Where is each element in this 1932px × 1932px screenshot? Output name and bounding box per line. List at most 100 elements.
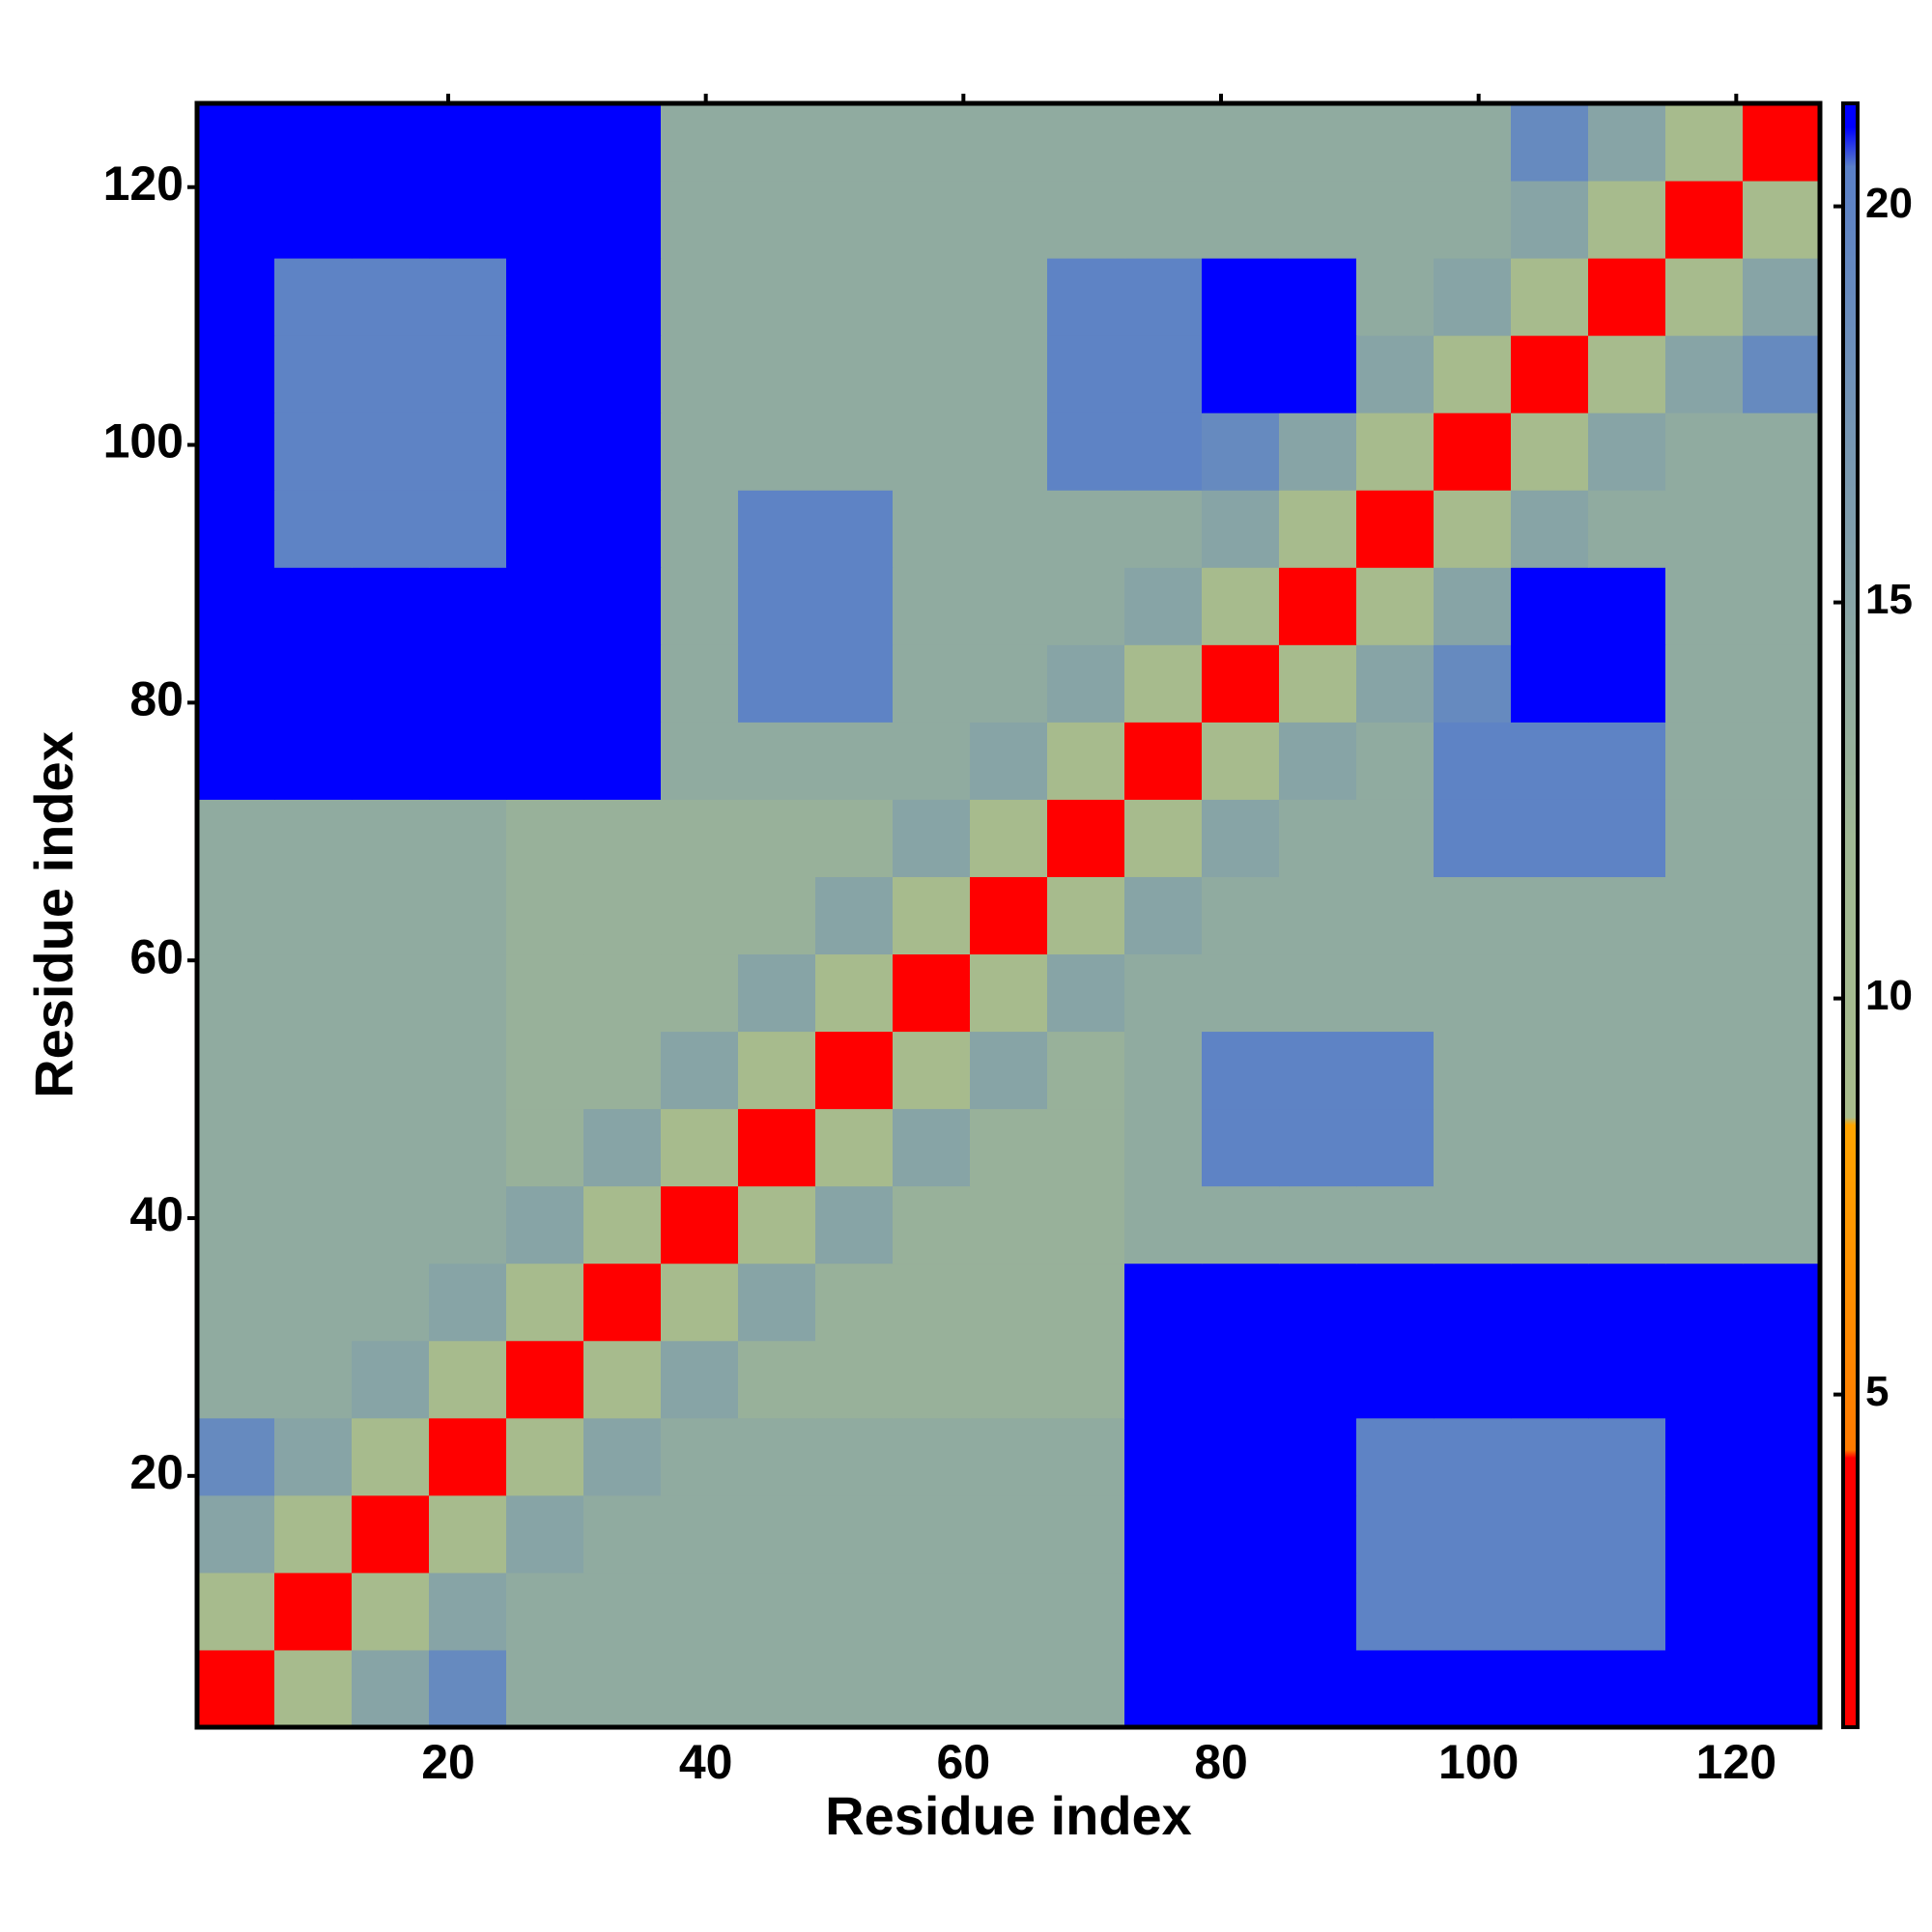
heatmap-cell (893, 1572, 971, 1651)
heatmap-cell (1124, 1649, 1203, 1728)
heatmap-cell (1279, 644, 1357, 723)
heatmap-cell (429, 1108, 507, 1187)
heatmap-cell (429, 953, 507, 1033)
heatmap-cell (352, 258, 430, 336)
heatmap-cell (1511, 181, 1589, 259)
heatmap-cell (197, 1649, 275, 1728)
x-tick-label: 40 (679, 1735, 733, 1789)
heatmap-cell (506, 1185, 584, 1264)
heatmap-cell (661, 258, 739, 336)
heatmap-cell (815, 1340, 894, 1419)
heatmap-cell (970, 799, 1048, 877)
heatmap-cell (893, 1185, 971, 1264)
heatmap-cell (738, 181, 816, 259)
heatmap-cell (506, 103, 584, 182)
heatmap-cell (1202, 1494, 1280, 1574)
heatmap-cell (893, 876, 971, 955)
heatmap-cell (661, 335, 739, 413)
heatmap-cell (1511, 1031, 1589, 1110)
heatmap-cell (583, 722, 662, 800)
heatmap-cell (893, 1649, 971, 1728)
heatmap-cell (274, 1572, 353, 1651)
heatmap-cell (197, 799, 275, 877)
heatmap-cell (1743, 722, 1821, 800)
heatmap-cell (1047, 876, 1125, 955)
heatmap-cell (583, 1649, 662, 1728)
heatmap-cell (1665, 335, 1744, 413)
heatmap-cell (1434, 567, 1512, 645)
heatmap-cell (738, 1108, 816, 1187)
heatmap-cell (506, 1649, 584, 1728)
heatmap-cell (970, 258, 1048, 336)
heatmap-cell (1511, 258, 1589, 336)
heatmap-cell (970, 181, 1048, 259)
heatmap-cell (970, 1108, 1048, 1187)
heatmap-cell (1588, 103, 1666, 182)
heatmap-cell (506, 644, 584, 723)
heatmap-cell (1743, 567, 1821, 645)
heatmap-cell (1124, 1494, 1203, 1574)
heatmap-cell (1202, 1185, 1280, 1264)
heatmap-cell (1202, 181, 1280, 259)
heatmap-cell (197, 1108, 275, 1187)
heatmap-cell (970, 722, 1048, 800)
heatmap-cell (1124, 644, 1203, 723)
heatmap-cell (738, 799, 816, 877)
heatmap-cell (815, 412, 894, 491)
heatmap-cell (583, 103, 662, 182)
heatmap-cell (738, 876, 816, 955)
heatmap-cell (815, 1417, 894, 1496)
heatmap-cell (1279, 1649, 1357, 1728)
heatmap-cell (1511, 1185, 1589, 1264)
heatmap-cell (1743, 644, 1821, 723)
heatmap-cell (815, 1108, 894, 1187)
heatmap-cell (1202, 258, 1280, 336)
heatmap-cell (1356, 1649, 1435, 1728)
heatmap-cell (1665, 799, 1744, 877)
heatmap-cell (1588, 1340, 1666, 1419)
heatmap-cell (1202, 567, 1280, 645)
heatmap-cell (1743, 1108, 1821, 1187)
heatmap-cell (1202, 722, 1280, 800)
heatmap-cell (1434, 1572, 1512, 1651)
heatmap-cell (197, 722, 275, 800)
heatmap-cell (1279, 1494, 1357, 1574)
heatmap-cell (1511, 567, 1589, 645)
heatmap-cell (197, 567, 275, 645)
y-tick-label: 80 (129, 672, 184, 726)
heatmap-cell (1434, 953, 1512, 1033)
heatmap-cell (970, 1649, 1048, 1728)
heatmap-cell (815, 799, 894, 877)
heatmap-cell (1434, 412, 1512, 491)
heatmap-cell (738, 644, 816, 723)
heatmap-cell (583, 412, 662, 491)
heatmap-cell (429, 567, 507, 645)
heatmap-cell (1434, 490, 1512, 568)
heatmap-cell (429, 103, 507, 182)
heatmap-cell (970, 876, 1048, 955)
heatmap-cell (1588, 644, 1666, 723)
heatmap-cell (1047, 412, 1125, 491)
x-tick-label: 120 (1696, 1735, 1776, 1789)
heatmap-cell (1665, 103, 1744, 182)
heatmap-cell (1356, 103, 1435, 182)
heatmap-cell (1588, 258, 1666, 336)
heatmap-cell (583, 799, 662, 877)
heatmap-cell (893, 412, 971, 491)
heatmap-cell (1434, 1031, 1512, 1110)
heatmap-cell (815, 1649, 894, 1728)
heatmap-cell (1434, 258, 1512, 336)
heatmap-cell (970, 490, 1048, 568)
heatmap-cell (893, 1340, 971, 1419)
heatmap-cell (1743, 1649, 1821, 1728)
heatmap-cell (1124, 103, 1203, 182)
heatmap-cell (970, 1340, 1048, 1419)
heatmap-cell (1124, 1572, 1203, 1651)
heatmap-cell (1202, 644, 1280, 723)
heatmap-cell (1279, 799, 1357, 877)
heatmap-cell (815, 1494, 894, 1574)
heatmap-cell (583, 1340, 662, 1419)
heatmap-cell (1434, 876, 1512, 955)
heatmap-cell (274, 1649, 353, 1728)
heatmap-cell (197, 1031, 275, 1110)
